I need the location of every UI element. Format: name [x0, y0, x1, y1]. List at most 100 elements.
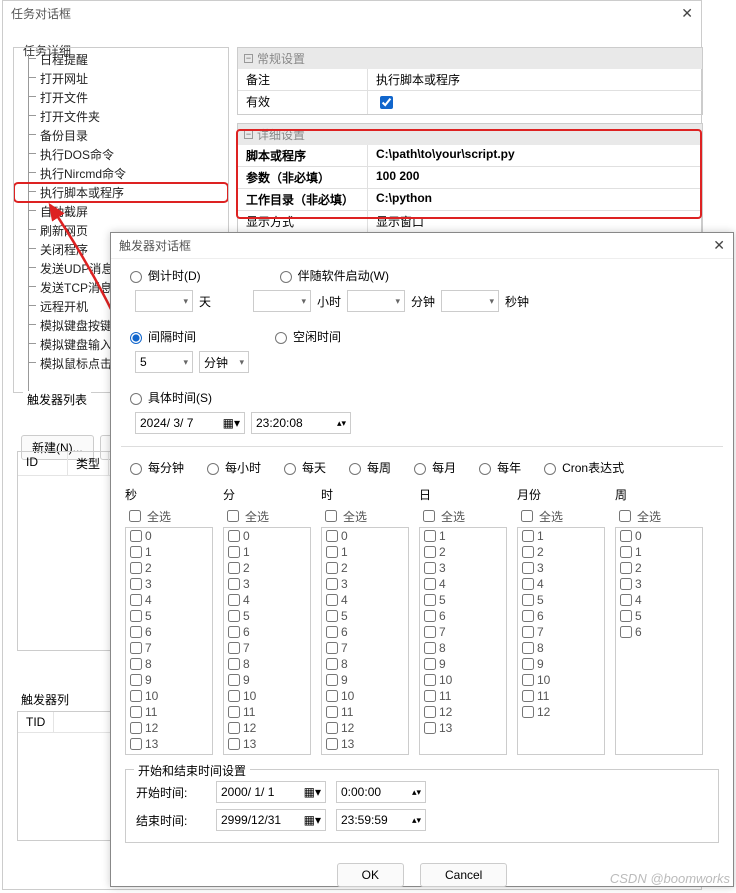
- cron-item[interactable]: 5: [322, 608, 408, 624]
- tree-item[interactable]: 自动截屏: [14, 202, 228, 221]
- cron-item[interactable]: 10: [518, 672, 604, 688]
- cron-item[interactable]: 0: [616, 528, 702, 544]
- end-date-input[interactable]: 2999/12/31▦▾: [216, 809, 326, 831]
- cron-item[interactable]: 6: [322, 624, 408, 640]
- date-picker[interactable]: 2024/ 3/ 7▦▾: [135, 412, 245, 434]
- cron-item[interactable]: 7: [518, 624, 604, 640]
- sec-select[interactable]: ▾: [441, 290, 499, 312]
- cron-item[interactable]: 7: [420, 624, 506, 640]
- select-all[interactable]: 全选: [419, 505, 507, 527]
- cron-item[interactable]: 10: [322, 688, 408, 704]
- cron-item[interactable]: 8: [518, 640, 604, 656]
- cron-item[interactable]: 6: [224, 624, 310, 640]
- freq-radio[interactable]: 每小时: [202, 459, 261, 476]
- ok-button[interactable]: OK: [337, 863, 404, 887]
- cron-item[interactable]: 3: [322, 576, 408, 592]
- cron-item[interactable]: 3: [224, 576, 310, 592]
- freq-radio[interactable]: 每天: [279, 459, 326, 476]
- close-icon[interactable]: ✕: [713, 237, 725, 254]
- cron-item[interactable]: 1: [126, 544, 212, 560]
- radio-onstart[interactable]: 伴随软件启动(W): [275, 267, 389, 284]
- cron-item[interactable]: 6: [126, 624, 212, 640]
- tree-item[interactable]: 打开网址: [14, 69, 228, 88]
- cron-item[interactable]: 8: [126, 656, 212, 672]
- cron-item[interactable]: 8: [420, 640, 506, 656]
- radio-interval[interactable]: 间隔时间: [125, 328, 196, 345]
- cron-item[interactable]: 1: [322, 544, 408, 560]
- select-all[interactable]: 全选: [321, 505, 409, 527]
- freq-radio[interactable]: 每年: [474, 459, 521, 476]
- start-date-input[interactable]: 2000/ 1/ 1▦▾: [216, 781, 326, 803]
- cron-item[interactable]: 11: [518, 688, 604, 704]
- cron-item[interactable]: 4: [322, 592, 408, 608]
- cron-item[interactable]: 9: [322, 672, 408, 688]
- radio-countdown[interactable]: 倒计时(D): [125, 267, 201, 284]
- cron-item[interactable]: 7: [224, 640, 310, 656]
- cron-item[interactable]: 7: [126, 640, 212, 656]
- tree-item[interactable]: 执行脚本或程序: [14, 183, 228, 202]
- tree-item[interactable]: 执行DOS命令: [14, 145, 228, 164]
- cron-item[interactable]: 9: [126, 672, 212, 688]
- tree-item[interactable]: 日程提醒: [14, 50, 228, 69]
- select-all[interactable]: 全选: [517, 505, 605, 527]
- collapse-icon[interactable]: −: [244, 54, 253, 63]
- cron-item[interactable]: 12: [518, 704, 604, 720]
- cron-item[interactable]: 1: [616, 544, 702, 560]
- cron-item[interactable]: 0: [224, 528, 310, 544]
- time-picker[interactable]: 23:20:08▴▾: [251, 412, 351, 434]
- cron-item[interactable]: 4: [420, 576, 506, 592]
- cron-item[interactable]: 11: [420, 688, 506, 704]
- cron-item[interactable]: 2: [616, 560, 702, 576]
- cron-item[interactable]: 2: [420, 544, 506, 560]
- freq-radio[interactable]: Cron表达式: [539, 459, 624, 476]
- cron-item[interactable]: 2: [224, 560, 310, 576]
- cron-item[interactable]: 8: [322, 656, 408, 672]
- cron-item[interactable]: 7: [322, 640, 408, 656]
- day-select[interactable]: ▾: [135, 290, 193, 312]
- start-time-input[interactable]: 0:00:00▴▾: [336, 781, 426, 803]
- cron-item[interactable]: 13: [126, 736, 212, 752]
- cron-item[interactable]: 13: [322, 736, 408, 752]
- radio-specific[interactable]: 具体时间(S): [125, 389, 212, 406]
- cron-item[interactable]: 11: [224, 704, 310, 720]
- cron-item[interactable]: 4: [126, 592, 212, 608]
- cron-item[interactable]: 11: [322, 704, 408, 720]
- cron-item[interactable]: 0: [126, 528, 212, 544]
- cron-item[interactable]: 10: [420, 672, 506, 688]
- cron-item[interactable]: 9: [420, 656, 506, 672]
- cron-item[interactable]: 6: [616, 624, 702, 640]
- hour-select[interactable]: ▾: [253, 290, 311, 312]
- freq-radio[interactable]: 每分钟: [125, 459, 184, 476]
- cron-item[interactable]: 3: [420, 560, 506, 576]
- cron-item[interactable]: 5: [224, 608, 310, 624]
- cancel-button[interactable]: Cancel: [420, 863, 507, 887]
- cron-item[interactable]: 0: [322, 528, 408, 544]
- cron-item[interactable]: 3: [616, 576, 702, 592]
- cron-item[interactable]: 2: [518, 544, 604, 560]
- cron-item[interactable]: 9: [224, 672, 310, 688]
- cron-item[interactable]: 4: [518, 576, 604, 592]
- cron-item[interactable]: 13: [420, 720, 506, 736]
- cron-item[interactable]: 2: [126, 560, 212, 576]
- end-time-input[interactable]: 23:59:59▴▾: [336, 809, 426, 831]
- tree-item[interactable]: 备份目录: [14, 126, 228, 145]
- cron-item[interactable]: 10: [224, 688, 310, 704]
- interval-unit-select[interactable]: 分钟▾: [199, 351, 249, 373]
- cron-item[interactable]: 3: [518, 560, 604, 576]
- select-all[interactable]: 全选: [125, 505, 213, 527]
- cron-item[interactable]: 6: [518, 608, 604, 624]
- tree-item[interactable]: 打开文件夹: [14, 107, 228, 126]
- cron-item[interactable]: 12: [322, 720, 408, 736]
- cron-item[interactable]: 2: [322, 560, 408, 576]
- cron-item[interactable]: 12: [126, 720, 212, 736]
- cron-item[interactable]: 1: [224, 544, 310, 560]
- cron-item[interactable]: 5: [518, 592, 604, 608]
- radio-idle[interactable]: 空闲时间: [270, 328, 341, 345]
- cron-item[interactable]: 4: [616, 592, 702, 608]
- cron-item[interactable]: 12: [224, 720, 310, 736]
- freq-radio[interactable]: 每周: [344, 459, 391, 476]
- cron-item[interactable]: 12: [420, 704, 506, 720]
- cron-item[interactable]: 11: [126, 704, 212, 720]
- interval-value-select[interactable]: 5▾: [135, 351, 193, 373]
- cron-item[interactable]: 3: [126, 576, 212, 592]
